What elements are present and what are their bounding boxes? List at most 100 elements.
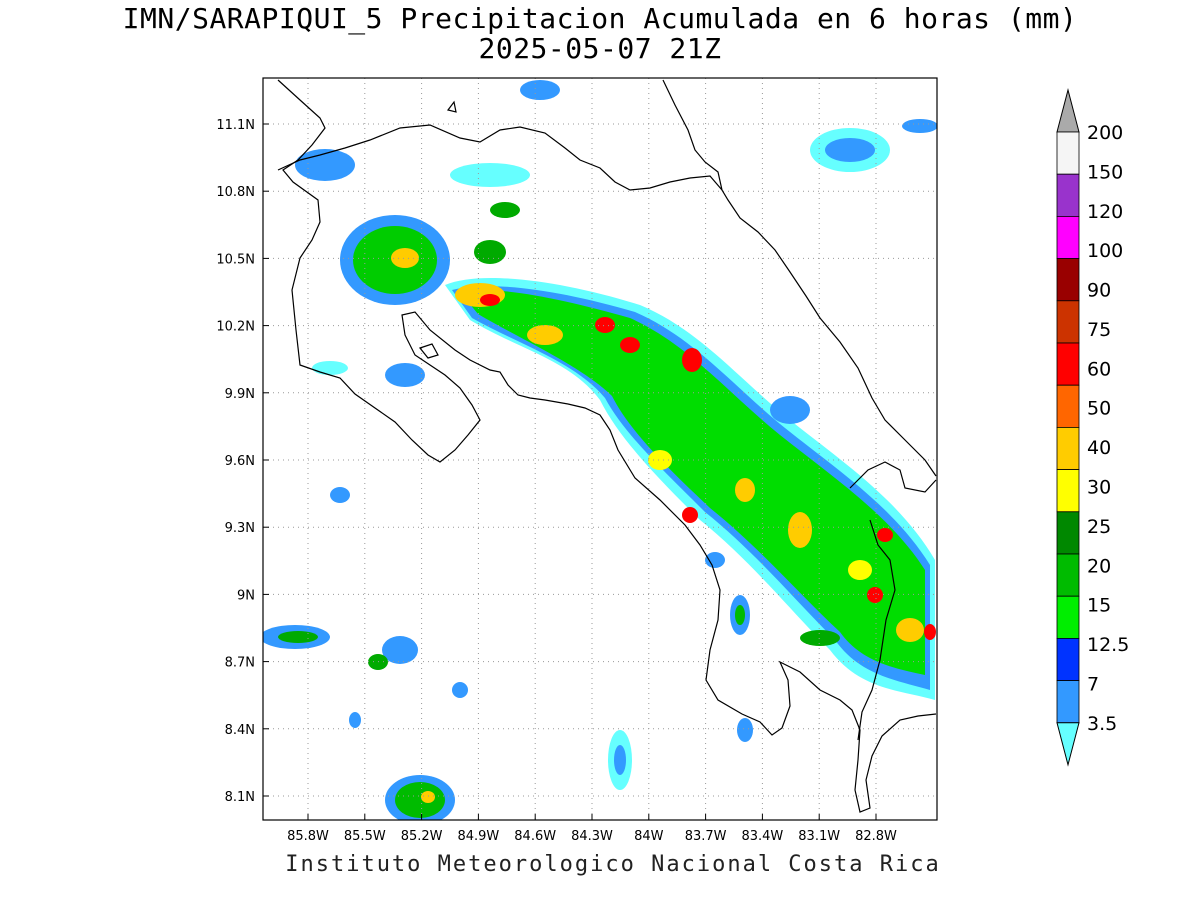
rain-cell <box>520 80 560 100</box>
longitude-tick-label: 84.6W <box>514 829 556 844</box>
colorbar-swatch <box>1056 638 1080 682</box>
colorbar-label: 100 <box>1087 240 1123 262</box>
latitude-tick-label: 8.4N <box>225 723 255 738</box>
latitude-tick-label: 8.1N <box>225 790 255 805</box>
longitude-tick-label: 84.3W <box>571 829 613 844</box>
rain-cell <box>312 361 348 375</box>
rain-cell <box>705 552 725 568</box>
colorbar-swatch <box>1056 469 1080 513</box>
nicoya-gulf-island <box>418 343 439 359</box>
latitude-tick-label: 9.9N <box>225 387 255 402</box>
latitude-tick-label: 11.1N <box>216 118 255 133</box>
rain-cell <box>614 745 626 775</box>
colorbar-label: 15 <box>1087 595 1111 617</box>
map-gridlines <box>263 78 937 820</box>
longitude-tick-label: 85.2W <box>401 829 443 844</box>
colorbar-swatch <box>1056 215 1080 259</box>
rain-cell <box>391 248 419 268</box>
rain-core <box>896 618 924 642</box>
coastline <box>277 79 937 813</box>
latitude-tick-label: 8.7N <box>225 656 255 671</box>
latitude-tick-label: 10.2N <box>216 320 255 335</box>
latitude-axis: 11.1N 10.8N 10.5N 10.2N 9.9N 9.6N 9.3N 9N 8.7N 8.… <box>216 118 269 805</box>
colorbar-label: 120 <box>1087 201 1123 223</box>
colorbar-overflow-triangle <box>1056 88 1080 133</box>
rain-core <box>527 325 563 345</box>
colorbar-swatch <box>1056 258 1080 302</box>
map-subtitle: 2025-05-07 21Z <box>478 32 722 65</box>
rain-core <box>682 507 698 523</box>
rain-cell <box>395 782 445 818</box>
colorbar-swatch <box>1056 342 1080 386</box>
longitude-tick-label: 83.7W <box>685 829 727 844</box>
rain-core <box>682 348 702 372</box>
rain-core <box>735 478 755 502</box>
latitude-tick-label: 9.3N <box>225 521 255 536</box>
longitude-tick-label: 84.9W <box>457 829 499 844</box>
colorbar-swatch <box>1056 426 1080 470</box>
colorbar-swatch <box>1056 553 1080 597</box>
rain-cell <box>735 605 745 625</box>
latitude-tick-label: 9.6N <box>225 454 255 469</box>
rain-core <box>788 512 812 548</box>
colorbar-label: 7 <box>1087 673 1099 695</box>
nicaragua-border <box>277 124 723 191</box>
rain-core <box>620 337 640 353</box>
colorbar-label: 90 <box>1087 280 1111 302</box>
rain-cell <box>450 163 530 187</box>
longitude-tick-label: 85.5W <box>344 829 386 844</box>
rain-core <box>848 560 872 580</box>
colorbar-label: 20 <box>1087 555 1111 577</box>
longitude-tick-label: 84W <box>634 829 664 844</box>
rain-cell <box>349 712 361 728</box>
rain-band-green <box>460 290 925 675</box>
colorbar-label: 25 <box>1087 516 1111 538</box>
longitude-tick-label: 82.8W <box>855 829 897 844</box>
colorbar-underflow-triangle <box>1056 722 1080 767</box>
rain-core <box>648 450 672 470</box>
rain-cell <box>421 791 435 803</box>
colorbar-label: 150 <box>1087 161 1123 183</box>
colorbar-label: 60 <box>1087 358 1111 380</box>
rain-core <box>924 624 936 640</box>
colorbar-label: 200 <box>1087 122 1123 144</box>
longitude-axis: 85.8W 85.5W 85.2W 84.9W 84.6W 84.3W 84W 83.7W 83… <box>287 814 897 844</box>
footer-credit: Instituto Meteorologico Nacional Costa R… <box>285 852 941 877</box>
map-frame <box>262 77 938 821</box>
rain-core <box>480 294 500 306</box>
rain-cell <box>770 396 810 424</box>
rain-cell <box>902 119 937 133</box>
colorbar-swatch <box>1056 595 1080 639</box>
rain-core <box>595 317 615 333</box>
longitude-tick-label: 85.8W <box>287 829 329 844</box>
colorbar-legend: 3.5 7 12.5 15 20 25 30 40 50 60 75 90 100 120 150 200 <box>1056 88 1129 767</box>
rain-cell <box>385 363 425 387</box>
colorbar-swatch <box>1056 680 1080 724</box>
colorbar-swatch <box>1056 511 1080 555</box>
caribbean-coast <box>662 79 937 477</box>
rain-cell <box>825 138 875 162</box>
latitude-tick-label: 10.8N <box>216 185 255 200</box>
lake-island <box>446 100 457 113</box>
precipitation-field <box>263 80 937 820</box>
rain-cell <box>490 202 520 218</box>
colorbar-label: 30 <box>1087 476 1111 498</box>
latitude-tick-label: 10.5N <box>216 252 255 267</box>
colorbar-label: 12.5 <box>1087 634 1129 656</box>
colorbar-label: 3.5 <box>1087 713 1117 735</box>
longitude-tick-label: 83.4W <box>741 829 783 844</box>
colorbar-swatch <box>1056 173 1080 217</box>
rain-core <box>867 587 883 603</box>
rain-cell <box>452 682 468 698</box>
rain-cell <box>800 630 840 646</box>
colorbar-label: 50 <box>1087 398 1111 420</box>
rain-cell <box>737 718 753 742</box>
rain-cell <box>278 631 318 643</box>
longitude-tick-label: 83.1W <box>798 829 840 844</box>
rain-core <box>877 528 893 542</box>
rain-cell <box>382 636 418 664</box>
colorbar-swatch <box>1056 300 1080 344</box>
latitude-tick-label: 9N <box>237 588 255 603</box>
colorbar-swatch <box>1056 384 1080 428</box>
